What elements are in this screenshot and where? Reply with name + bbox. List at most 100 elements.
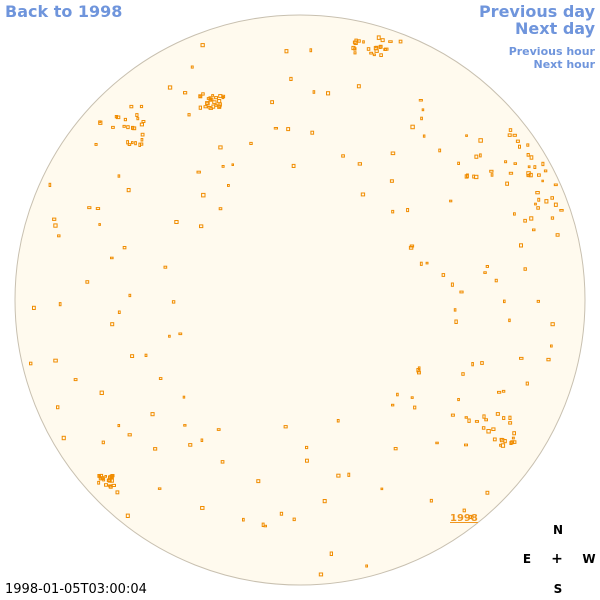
sunspot-mark xyxy=(379,53,383,57)
sunspot-mark xyxy=(190,65,194,69)
sunspot-mark xyxy=(187,113,191,117)
sunspot-mark xyxy=(450,282,454,287)
sunspot-mark xyxy=(126,140,129,145)
sunspot-mark xyxy=(322,499,327,504)
sunspot-mark xyxy=(479,153,482,158)
sunspot-mark xyxy=(535,191,540,195)
sunspot-mark xyxy=(529,155,534,160)
sunspot-mark xyxy=(201,92,205,96)
sunspot-mark xyxy=(183,91,188,95)
sunspot-mark xyxy=(130,354,135,359)
sunspot-mark xyxy=(474,420,479,423)
sunspot-mark xyxy=(158,377,163,381)
sunspot-mark xyxy=(534,202,537,206)
sunspot-mark xyxy=(461,372,465,376)
sunspot-mark xyxy=(508,421,513,425)
sunspot-mark xyxy=(509,441,513,446)
sunspot-mark xyxy=(140,132,145,137)
sunspot-mark xyxy=(329,551,334,556)
sunspot-mark xyxy=(489,169,494,173)
sunspot-mark xyxy=(167,85,173,90)
sunspot-mark xyxy=(454,319,458,324)
back-to-year-link[interactable]: Back to 1998 xyxy=(5,2,123,21)
sunspot-layer xyxy=(29,35,564,577)
sunspot-mark xyxy=(374,49,379,53)
sunspot-mark xyxy=(221,165,225,168)
sunspot-mark xyxy=(139,104,144,109)
sunspot-mark xyxy=(163,265,168,269)
previous-hour-link[interactable]: Previous hour xyxy=(508,45,595,58)
sunspot-mark xyxy=(519,243,523,248)
sunspot-mark xyxy=(153,447,158,451)
sunspot-mark xyxy=(218,207,223,211)
sunspot-mark xyxy=(352,40,357,44)
sunspot-mark xyxy=(507,133,512,137)
previous-day-link[interactable]: Previous day xyxy=(478,2,595,21)
sunspot-mark xyxy=(515,139,520,143)
sunspot-mark xyxy=(453,308,457,312)
sunspot-mark xyxy=(144,353,148,358)
sunspot-mark xyxy=(362,40,365,44)
sunspot-mark xyxy=(286,127,291,132)
sunspot-mark xyxy=(485,265,490,268)
sunspot-mark xyxy=(376,35,381,40)
sunspot-mark xyxy=(347,472,351,477)
sunspot-mark xyxy=(242,517,245,522)
sunspot-mark xyxy=(61,435,66,441)
sunspot-mark xyxy=(200,43,205,48)
sunspot-mark xyxy=(283,425,288,429)
sunspot-mark xyxy=(131,141,134,145)
sunspot-mark xyxy=(508,171,514,175)
sunspot-mark xyxy=(220,460,225,464)
compass-north: N xyxy=(552,523,564,537)
sunspot-mark xyxy=(449,199,453,203)
sunspot-mark xyxy=(519,356,524,360)
sunspot-mark xyxy=(174,220,179,224)
sunspot-mark xyxy=(478,138,483,143)
sunspot-mark xyxy=(58,302,62,307)
sunspot-mark xyxy=(196,170,201,174)
sunspot-mark xyxy=(486,429,491,434)
sunspot-mark xyxy=(111,125,115,129)
sunspot-mark xyxy=(518,144,521,149)
sunspot-mark xyxy=(94,143,98,146)
sunspot-mark xyxy=(134,141,137,146)
sunspot-mark xyxy=(532,228,536,232)
sunspot-mark xyxy=(171,300,176,304)
year-link[interactable]: 1998 xyxy=(450,513,478,524)
sunspot-mark xyxy=(380,38,385,43)
compass-center-icon: + xyxy=(551,551,563,567)
compass-east: E xyxy=(522,552,532,566)
sun-disk xyxy=(14,14,586,586)
sunspot-mark xyxy=(465,134,468,137)
sunspot-mark xyxy=(410,396,414,399)
sunspot-mark xyxy=(256,479,261,484)
sunspot-mark xyxy=(462,508,466,513)
sunspot-mark xyxy=(504,160,508,164)
sunspot-mark xyxy=(279,511,284,516)
sunspot-mark xyxy=(57,234,61,238)
sunspot-mark xyxy=(529,216,534,221)
sunspot-mark xyxy=(369,51,374,55)
sunspot-mark xyxy=(29,361,33,366)
sunspot-mark xyxy=(388,40,393,43)
sunspot-mark xyxy=(141,120,146,123)
next-day-link[interactable]: Next day xyxy=(515,19,595,38)
sunspot-mark xyxy=(97,480,101,485)
sunspot-mark xyxy=(485,490,490,495)
sunspot-mark xyxy=(512,440,517,444)
sunspot-mark xyxy=(418,99,423,102)
sunspot-mark xyxy=(106,478,111,483)
sunspot-mark xyxy=(391,209,395,214)
sunspot-mark xyxy=(416,368,420,373)
sunspot-mark xyxy=(326,91,331,96)
sunspot-mark xyxy=(129,104,134,109)
sunspot-mark xyxy=(98,474,101,479)
sunspot-mark xyxy=(464,416,468,419)
sunspot-mark xyxy=(211,94,215,97)
sunspot-mark xyxy=(491,427,496,431)
sunspot-mark xyxy=(469,514,472,520)
sunspot-mark xyxy=(289,76,293,82)
next-hour-link[interactable]: Next hour xyxy=(533,58,596,71)
sunspot-mark xyxy=(203,105,208,109)
